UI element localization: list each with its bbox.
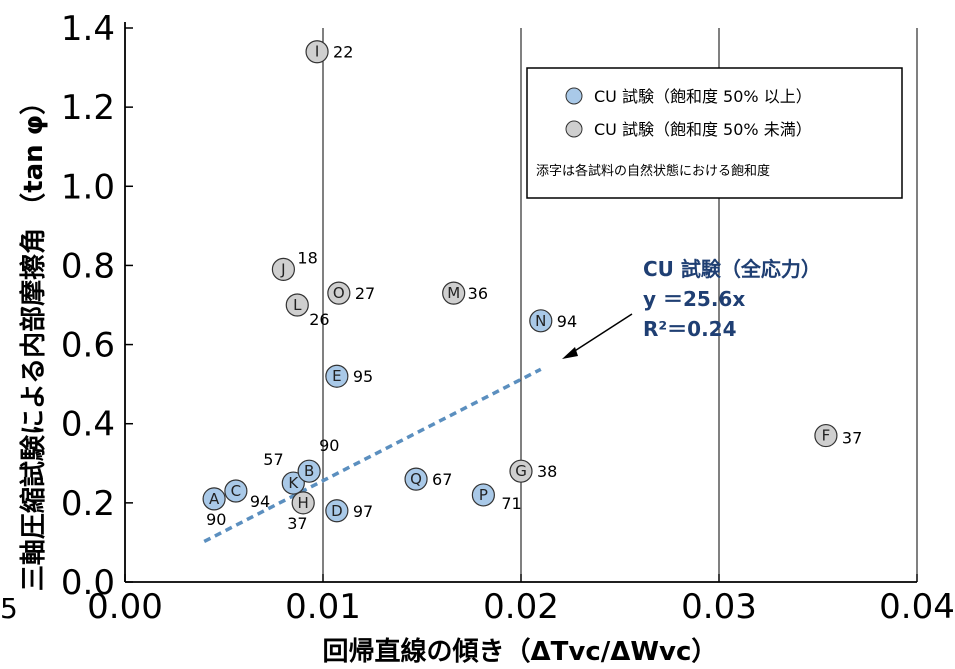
trendline — [203, 367, 542, 544]
point-saturation-H: 37 — [287, 514, 307, 533]
x-axis-title: 回帰直線の傾き（ΔTvc/ΔWvc） — [323, 636, 718, 667]
point-F — [814, 423, 838, 448]
annotation-arrowhead — [562, 347, 578, 359]
annotation-equation: y ＝25.6x — [643, 287, 745, 311]
point-letter-A: A — [209, 490, 220, 508]
point-saturation-K: 57 — [263, 450, 283, 469]
annotation-r-squared: R²＝0.24 — [643, 317, 737, 341]
legend-label-blue: CU 試験（飽和度 50% 以上） — [594, 87, 812, 106]
x-tick-label: 0.00 — [87, 587, 163, 627]
point-C — [224, 479, 248, 503]
legend: CU 試験（飽和度 50% 以上） CU 試験（飽和度 50% 未満） 添字は各… — [526, 67, 903, 199]
y-tick-label: 0.2 — [61, 484, 115, 524]
point-saturation-I: 22 — [333, 43, 353, 62]
point-saturation-F: 37 — [842, 429, 862, 448]
legend-marker-blue — [565, 87, 583, 105]
point-J — [271, 257, 295, 281]
y-tick-label: 0.0 — [61, 563, 115, 603]
point-H — [291, 491, 315, 515]
annotation-test-type: CU 試験（全応力） — [643, 257, 821, 281]
x-tick-label: 0.04 — [879, 587, 955, 627]
point-K — [281, 471, 305, 495]
axes: 0.00 0.01 0.02 0.03 0.04 0.0 0.2 0.4 0.6 0.8 1.0 1.… — [61, 9, 955, 627]
legend-box — [526, 67, 903, 199]
point-P — [471, 483, 495, 507]
point-saturation-C: 94 — [250, 492, 270, 511]
point-letter-B: B — [304, 462, 314, 480]
legend-label-gray: CU 試験（飽和度 50% 未満） — [594, 120, 812, 139]
point-letter-N: N — [535, 312, 546, 330]
y-tick-label: 0.8 — [61, 246, 115, 286]
y-tick-label: 0.4 — [61, 405, 115, 445]
point-saturation-L: 26 — [309, 310, 329, 329]
point-letter-O: O — [333, 284, 345, 302]
point-saturation-N: 94 — [557, 312, 577, 331]
point-saturation-P: 71 — [501, 494, 521, 513]
point-letter-L: L — [293, 296, 302, 314]
point-letter-E: E — [332, 367, 341, 385]
edge-label: 5 — [0, 592, 18, 625]
point-I — [305, 40, 329, 64]
point-letter-H: H — [298, 494, 309, 512]
point-saturation-B: 90 — [319, 436, 339, 455]
y-tick-label: 1.0 — [61, 167, 115, 207]
point-letter-G: G — [515, 462, 527, 480]
point-Q — [404, 467, 428, 491]
point-letter-Q: Q — [410, 470, 422, 488]
data-points: A 90 C 94 K 57 B 90 D 97 E 95 Q 67 P 71 N 94 H 37 I 22 J 18 L 26O… — [202, 40, 862, 533]
y-tick-label: 0.6 — [61, 326, 115, 366]
point-letter-C: C — [231, 482, 241, 500]
point-saturation-G: 38 — [537, 462, 557, 481]
point-D — [325, 499, 349, 523]
annotation-arrow — [569, 313, 633, 355]
point-letter-P: P — [479, 486, 488, 504]
point-E — [325, 364, 349, 388]
x-tick-label: 0.03 — [681, 587, 757, 627]
y-axis-title: 三軸圧縮試験による内部摩擦角 （tan φ） — [18, 89, 49, 591]
point-G — [509, 459, 533, 483]
point-saturation-J: 18 — [297, 248, 317, 267]
point-M — [442, 281, 466, 305]
point-letter-J: J — [280, 260, 285, 278]
point-saturation-D: 97 — [353, 502, 373, 521]
point-saturation-Q: 67 — [432, 470, 452, 489]
legend-marker-gray — [565, 120, 583, 138]
point-saturation-M: 36 — [468, 284, 488, 303]
point-L — [285, 293, 309, 317]
point-letter-D: D — [331, 502, 343, 520]
y-tick-label: 1.4 — [61, 9, 115, 49]
point-A — [202, 487, 226, 511]
point-saturation-A: 90 — [206, 510, 226, 529]
legend-note: 添字は各試料の自然状態における飽和度 — [536, 163, 770, 179]
point-letter-I: I — [315, 43, 319, 61]
point-letter-K: K — [288, 474, 299, 492]
point-saturation-O: 27 — [355, 284, 375, 303]
x-tick-label: 0.02 — [483, 587, 559, 627]
x-tick-label: 0.01 — [285, 587, 361, 627]
point-saturation-E: 95 — [353, 367, 373, 386]
trendline-line — [203, 367, 542, 544]
point-N — [529, 309, 553, 333]
y-tick-label: 1.2 — [61, 88, 115, 128]
regression-annotation: CU 試験（全応力） y ＝25.6x R²＝0.24 — [562, 257, 821, 359]
point-O — [327, 281, 351, 305]
point-letter-M: M — [447, 284, 460, 302]
point-letter-F: F — [822, 427, 831, 445]
point-B — [297, 459, 321, 483]
